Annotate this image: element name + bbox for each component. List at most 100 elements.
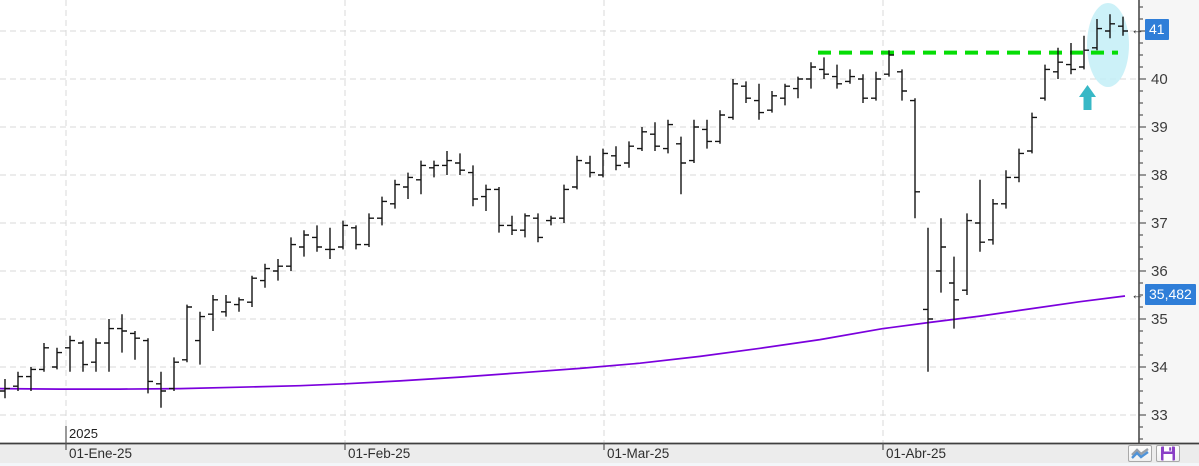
ohlc-bar xyxy=(741,81,751,103)
ohlc-bar xyxy=(663,119,673,154)
ohlc-bar xyxy=(936,218,946,293)
ohlc-bar xyxy=(507,215,517,235)
y-axis-label: 35 xyxy=(1151,311,1168,328)
ohlc-bar xyxy=(650,122,660,151)
ohlc-bar xyxy=(481,184,491,211)
highlight-ellipse xyxy=(1087,3,1129,87)
zigzag-icon xyxy=(1131,448,1149,459)
buy-arrow-icon xyxy=(1079,85,1096,110)
ohlc-bar xyxy=(325,227,335,259)
ohlc-bar xyxy=(585,155,595,178)
ohlc-bar xyxy=(403,172,413,199)
ohlc-bar xyxy=(156,371,166,408)
ohlc-bar xyxy=(572,155,582,190)
ohlc-bar xyxy=(169,357,179,391)
ohlc-bar xyxy=(793,76,803,99)
ohlc-bar xyxy=(455,153,465,175)
ohlc-bar xyxy=(338,220,348,250)
bottom-toolbar xyxy=(1128,445,1180,462)
ohlc-bar xyxy=(871,71,881,101)
y-axis-label: 34 xyxy=(1151,359,1168,376)
ohlc-bar xyxy=(377,196,387,226)
ohlc-bar xyxy=(611,146,621,171)
ohlc-bar xyxy=(13,371,23,391)
ohlc-bar xyxy=(312,225,322,252)
ohlc-bar xyxy=(494,187,504,233)
ohlc-bar xyxy=(975,179,985,252)
ohlc-bar xyxy=(247,275,257,307)
ohlc-bar xyxy=(299,230,309,257)
ohlc-bar xyxy=(728,79,738,120)
ohlc-bar xyxy=(689,119,699,163)
ohlc-bar xyxy=(845,69,855,84)
ohlc-bar xyxy=(520,213,530,238)
ohlc-bar xyxy=(1014,148,1024,183)
ohlc-bar xyxy=(949,256,959,329)
ohlc-bar xyxy=(1040,64,1050,101)
ohlc-bar xyxy=(39,343,49,372)
ohlc-bar xyxy=(208,295,218,331)
ohlc-bar xyxy=(806,62,816,89)
save-button[interactable] xyxy=(1156,445,1180,462)
window-bottom-edge xyxy=(0,463,1199,466)
y-axis-label: 37 xyxy=(1151,215,1168,232)
ohlc-bar xyxy=(767,91,777,113)
ohlc-bar xyxy=(429,160,439,178)
y-axis-label: 41 xyxy=(1151,23,1168,40)
y-axis-label: 38 xyxy=(1151,167,1168,184)
ohlc-bar xyxy=(442,151,452,175)
ohlc-bar xyxy=(130,331,140,360)
ohlc-bar xyxy=(988,199,998,245)
ohlc-bar xyxy=(1001,170,1011,209)
ohlc-bar xyxy=(832,64,842,89)
ohlc-bar xyxy=(195,311,205,365)
ohlc-bar xyxy=(546,215,556,226)
ohlc-bar xyxy=(364,213,374,247)
ohlc-bar xyxy=(273,259,283,281)
ohlc-bar xyxy=(468,165,478,207)
ohlc-bar xyxy=(1079,35,1089,70)
ohlc-bar xyxy=(1118,16,1128,36)
ohlc-bar xyxy=(533,213,543,243)
ohlc-bar xyxy=(143,338,153,394)
ohlc-bar xyxy=(676,136,686,195)
ohlc-bar xyxy=(1066,43,1076,75)
ohlc-bar xyxy=(286,237,296,271)
ohlc-bar xyxy=(104,319,114,372)
ohlc-bar xyxy=(78,340,88,372)
ohlc-bar xyxy=(910,98,920,219)
ohlc-bar xyxy=(117,314,127,353)
ohlc-bar xyxy=(221,295,231,317)
ohlc-bar xyxy=(637,127,647,151)
ohlc-bar xyxy=(1092,19,1102,51)
y-axis-label: 40 xyxy=(1151,71,1168,88)
ohlc-bar xyxy=(715,110,725,144)
ohlc-bar xyxy=(0,379,10,399)
ohlc-bar xyxy=(884,50,894,77)
ohlc-bar xyxy=(624,141,634,168)
ohlc-bar xyxy=(351,225,361,250)
ohlc-bar xyxy=(416,160,426,195)
x-axis-band xyxy=(0,444,1199,463)
ohlc-bar xyxy=(26,367,36,391)
ohlc-bar xyxy=(598,148,608,178)
ohlc-bar xyxy=(260,263,270,288)
indicator-zigzag-button[interactable] xyxy=(1128,445,1152,462)
ohlc-bar xyxy=(65,335,75,372)
ohlc-bar xyxy=(52,347,62,370)
ohlc-bar xyxy=(858,74,868,103)
ohlc-bar xyxy=(897,69,907,101)
ohlc-bar xyxy=(702,119,712,149)
floppy-disk-icon xyxy=(1161,446,1175,461)
y-axis-label: 33 xyxy=(1151,407,1168,424)
ohlc-bar xyxy=(91,338,101,372)
ohlc-bar xyxy=(1027,112,1037,154)
ohlc-bar xyxy=(559,184,569,223)
y-axis-strip xyxy=(1140,0,1199,443)
ohlc-bar xyxy=(754,83,764,120)
ohlc-bar xyxy=(1053,47,1063,79)
ohlc-bar xyxy=(962,213,972,295)
ohlc-bar xyxy=(234,297,244,312)
